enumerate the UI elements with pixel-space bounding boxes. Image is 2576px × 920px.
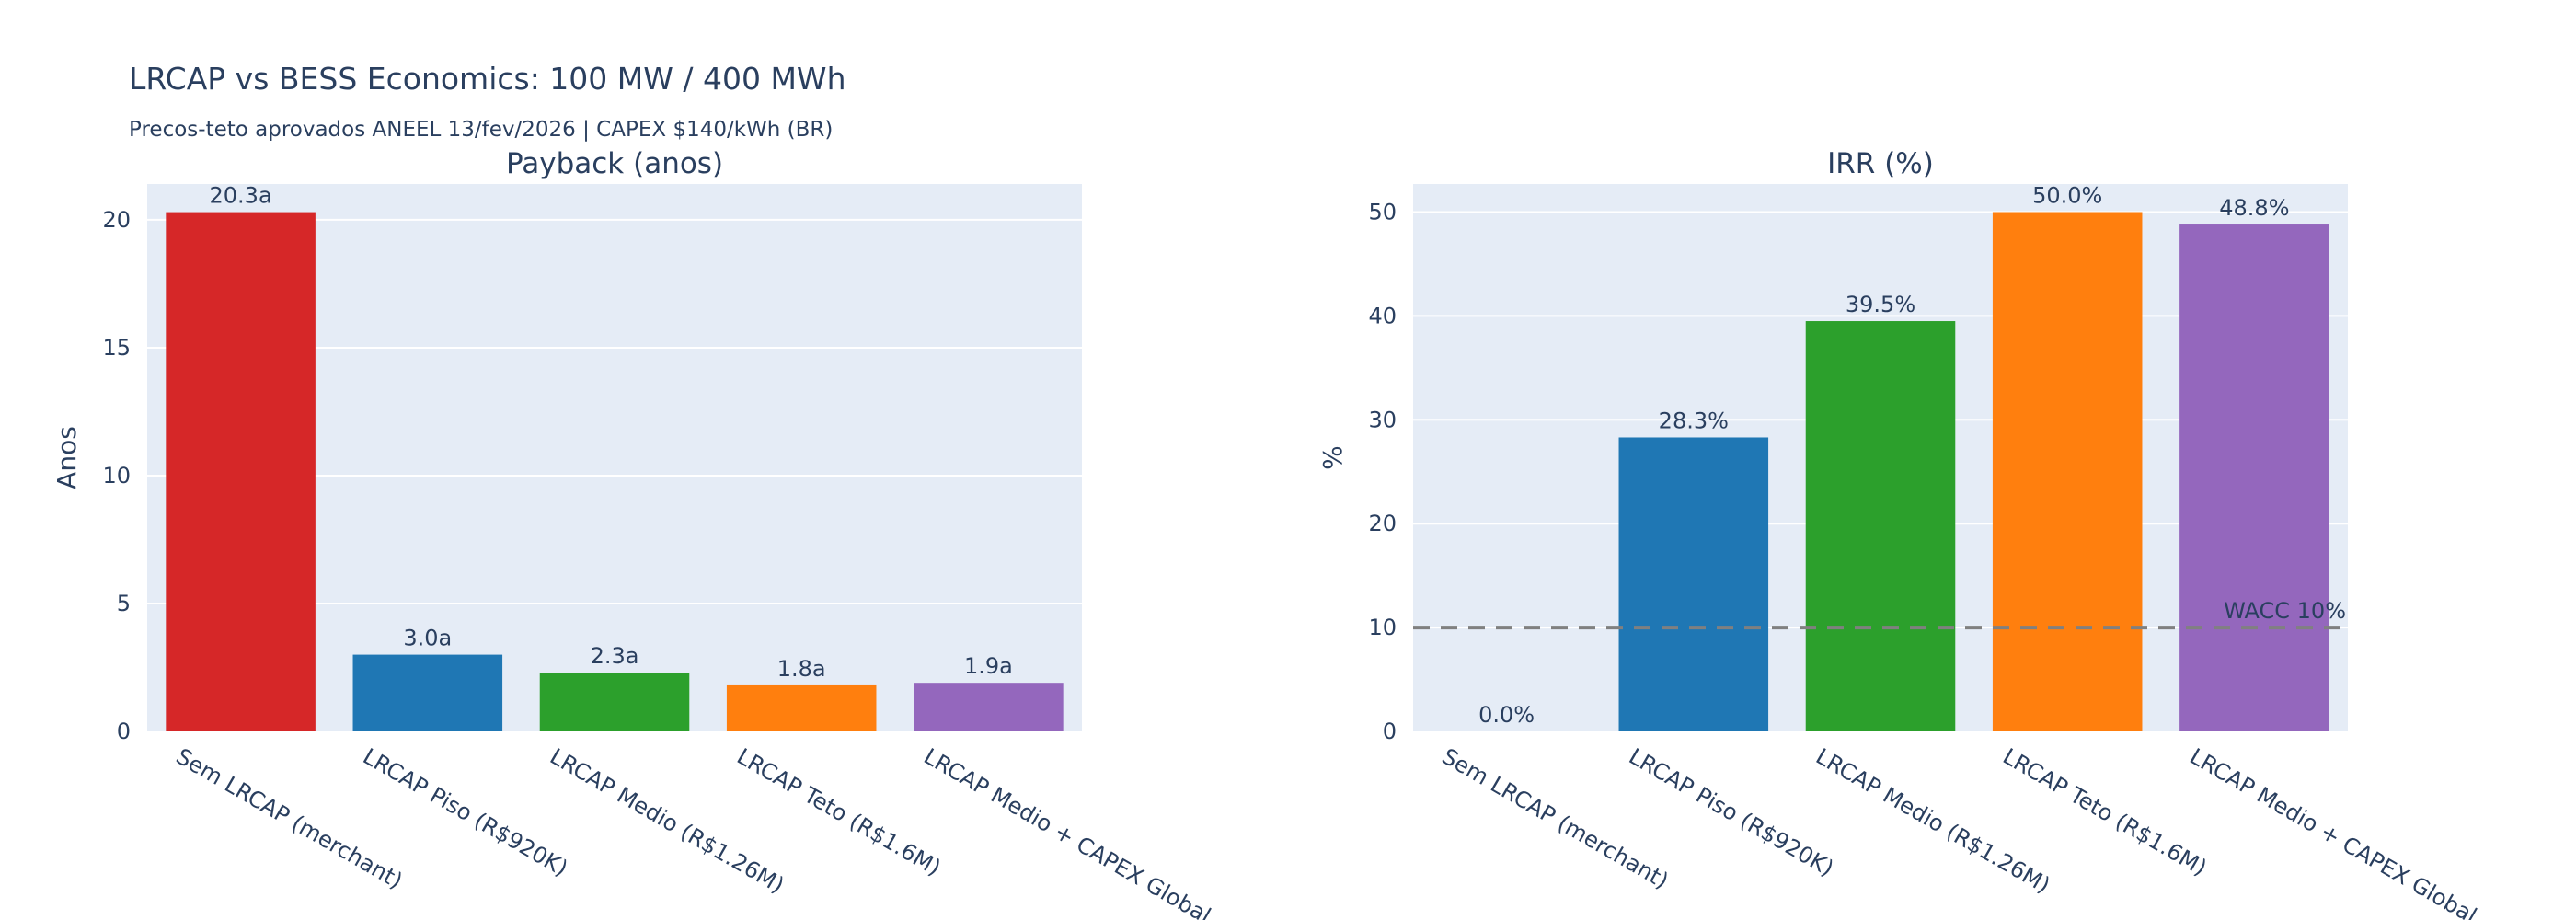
chart1-y-axis-label: Anos bbox=[52, 426, 82, 489]
chart2-bar-value-label: 39.5% bbox=[1846, 292, 1915, 317]
chart1-bar[interactable] bbox=[166, 212, 316, 731]
chart2-bar[interactable] bbox=[1618, 437, 1769, 731]
chart2-bar[interactable] bbox=[1992, 212, 2143, 731]
chart1-y-tick-label: 15 bbox=[102, 335, 131, 361]
chart1-bar[interactable] bbox=[914, 683, 1064, 731]
chart1-title: Payback (anos) bbox=[506, 147, 723, 180]
chart2-y-tick-label: 50 bbox=[1368, 199, 1397, 224]
chart2-x-tick-label: LRCAP Piso (R$920K) bbox=[1625, 743, 1838, 881]
chart2-bar-value-label: 28.3% bbox=[1659, 408, 1729, 433]
chart1-y-tick-label: 0 bbox=[117, 719, 131, 744]
chart1-bar[interactable] bbox=[539, 673, 690, 731]
chart2-y-axis-label: % bbox=[1317, 445, 1348, 470]
chart1-bar-value-label: 1.8a bbox=[777, 656, 826, 682]
chart-subtitle: Precos-teto aprovados ANEEL 13/fev/2026 … bbox=[129, 118, 834, 142]
chart2-bar-value-label: 48.8% bbox=[2219, 195, 2289, 221]
chart-title: LRCAP vs BESS Economics: 100 MW / 400 MW… bbox=[129, 61, 846, 97]
chart2-bar[interactable] bbox=[2179, 224, 2329, 732]
chart1-x-tick-label: LRCAP Medio + CAPEX Global bbox=[919, 743, 1214, 920]
chart1-x-tick-label: LRCAP Piso (R$920K) bbox=[359, 743, 572, 881]
chart1-y-tick-label: 5 bbox=[117, 591, 131, 616]
chart1-x-tick-label: LRCAP Teto (R$1.6M) bbox=[732, 743, 945, 881]
chart2-bar-value-label: 50.0% bbox=[2032, 182, 2102, 208]
chart1-bar[interactable] bbox=[726, 684, 877, 731]
chart2-x-tick-label: LRCAP Medio + CAPEX Global bbox=[2185, 743, 2480, 920]
chart1-bar-value-label: 1.9a bbox=[964, 653, 1013, 679]
chart2-y-tick-label: 10 bbox=[1368, 615, 1397, 640]
chart2-y-tick-label: 0 bbox=[1383, 719, 1397, 744]
chart1-bar-value-label: 20.3a bbox=[210, 183, 272, 209]
chart2-x-tick-label: LRCAP Teto (R$1.6M) bbox=[1998, 743, 2211, 881]
chart2-y-tick-label: 20 bbox=[1368, 511, 1397, 536]
chart1-bar-value-label: 2.3a bbox=[591, 643, 639, 669]
chart1-y-tick-label: 20 bbox=[102, 207, 131, 233]
chart2-bar-value-label: 0.0% bbox=[1478, 702, 1535, 728]
chart1-y-tick-label: 10 bbox=[102, 463, 131, 489]
chart2-title: IRR (%) bbox=[1827, 147, 1934, 180]
chart2-wacc-label: WACC 10% bbox=[2224, 598, 2346, 624]
chart2-y-tick-label: 30 bbox=[1368, 407, 1397, 432]
chart2-y-tick-label: 40 bbox=[1368, 303, 1397, 328]
chart1-bar[interactable] bbox=[352, 654, 503, 731]
chart2-bar[interactable] bbox=[1805, 321, 1956, 731]
chart1-bar-value-label: 3.0a bbox=[403, 626, 452, 651]
